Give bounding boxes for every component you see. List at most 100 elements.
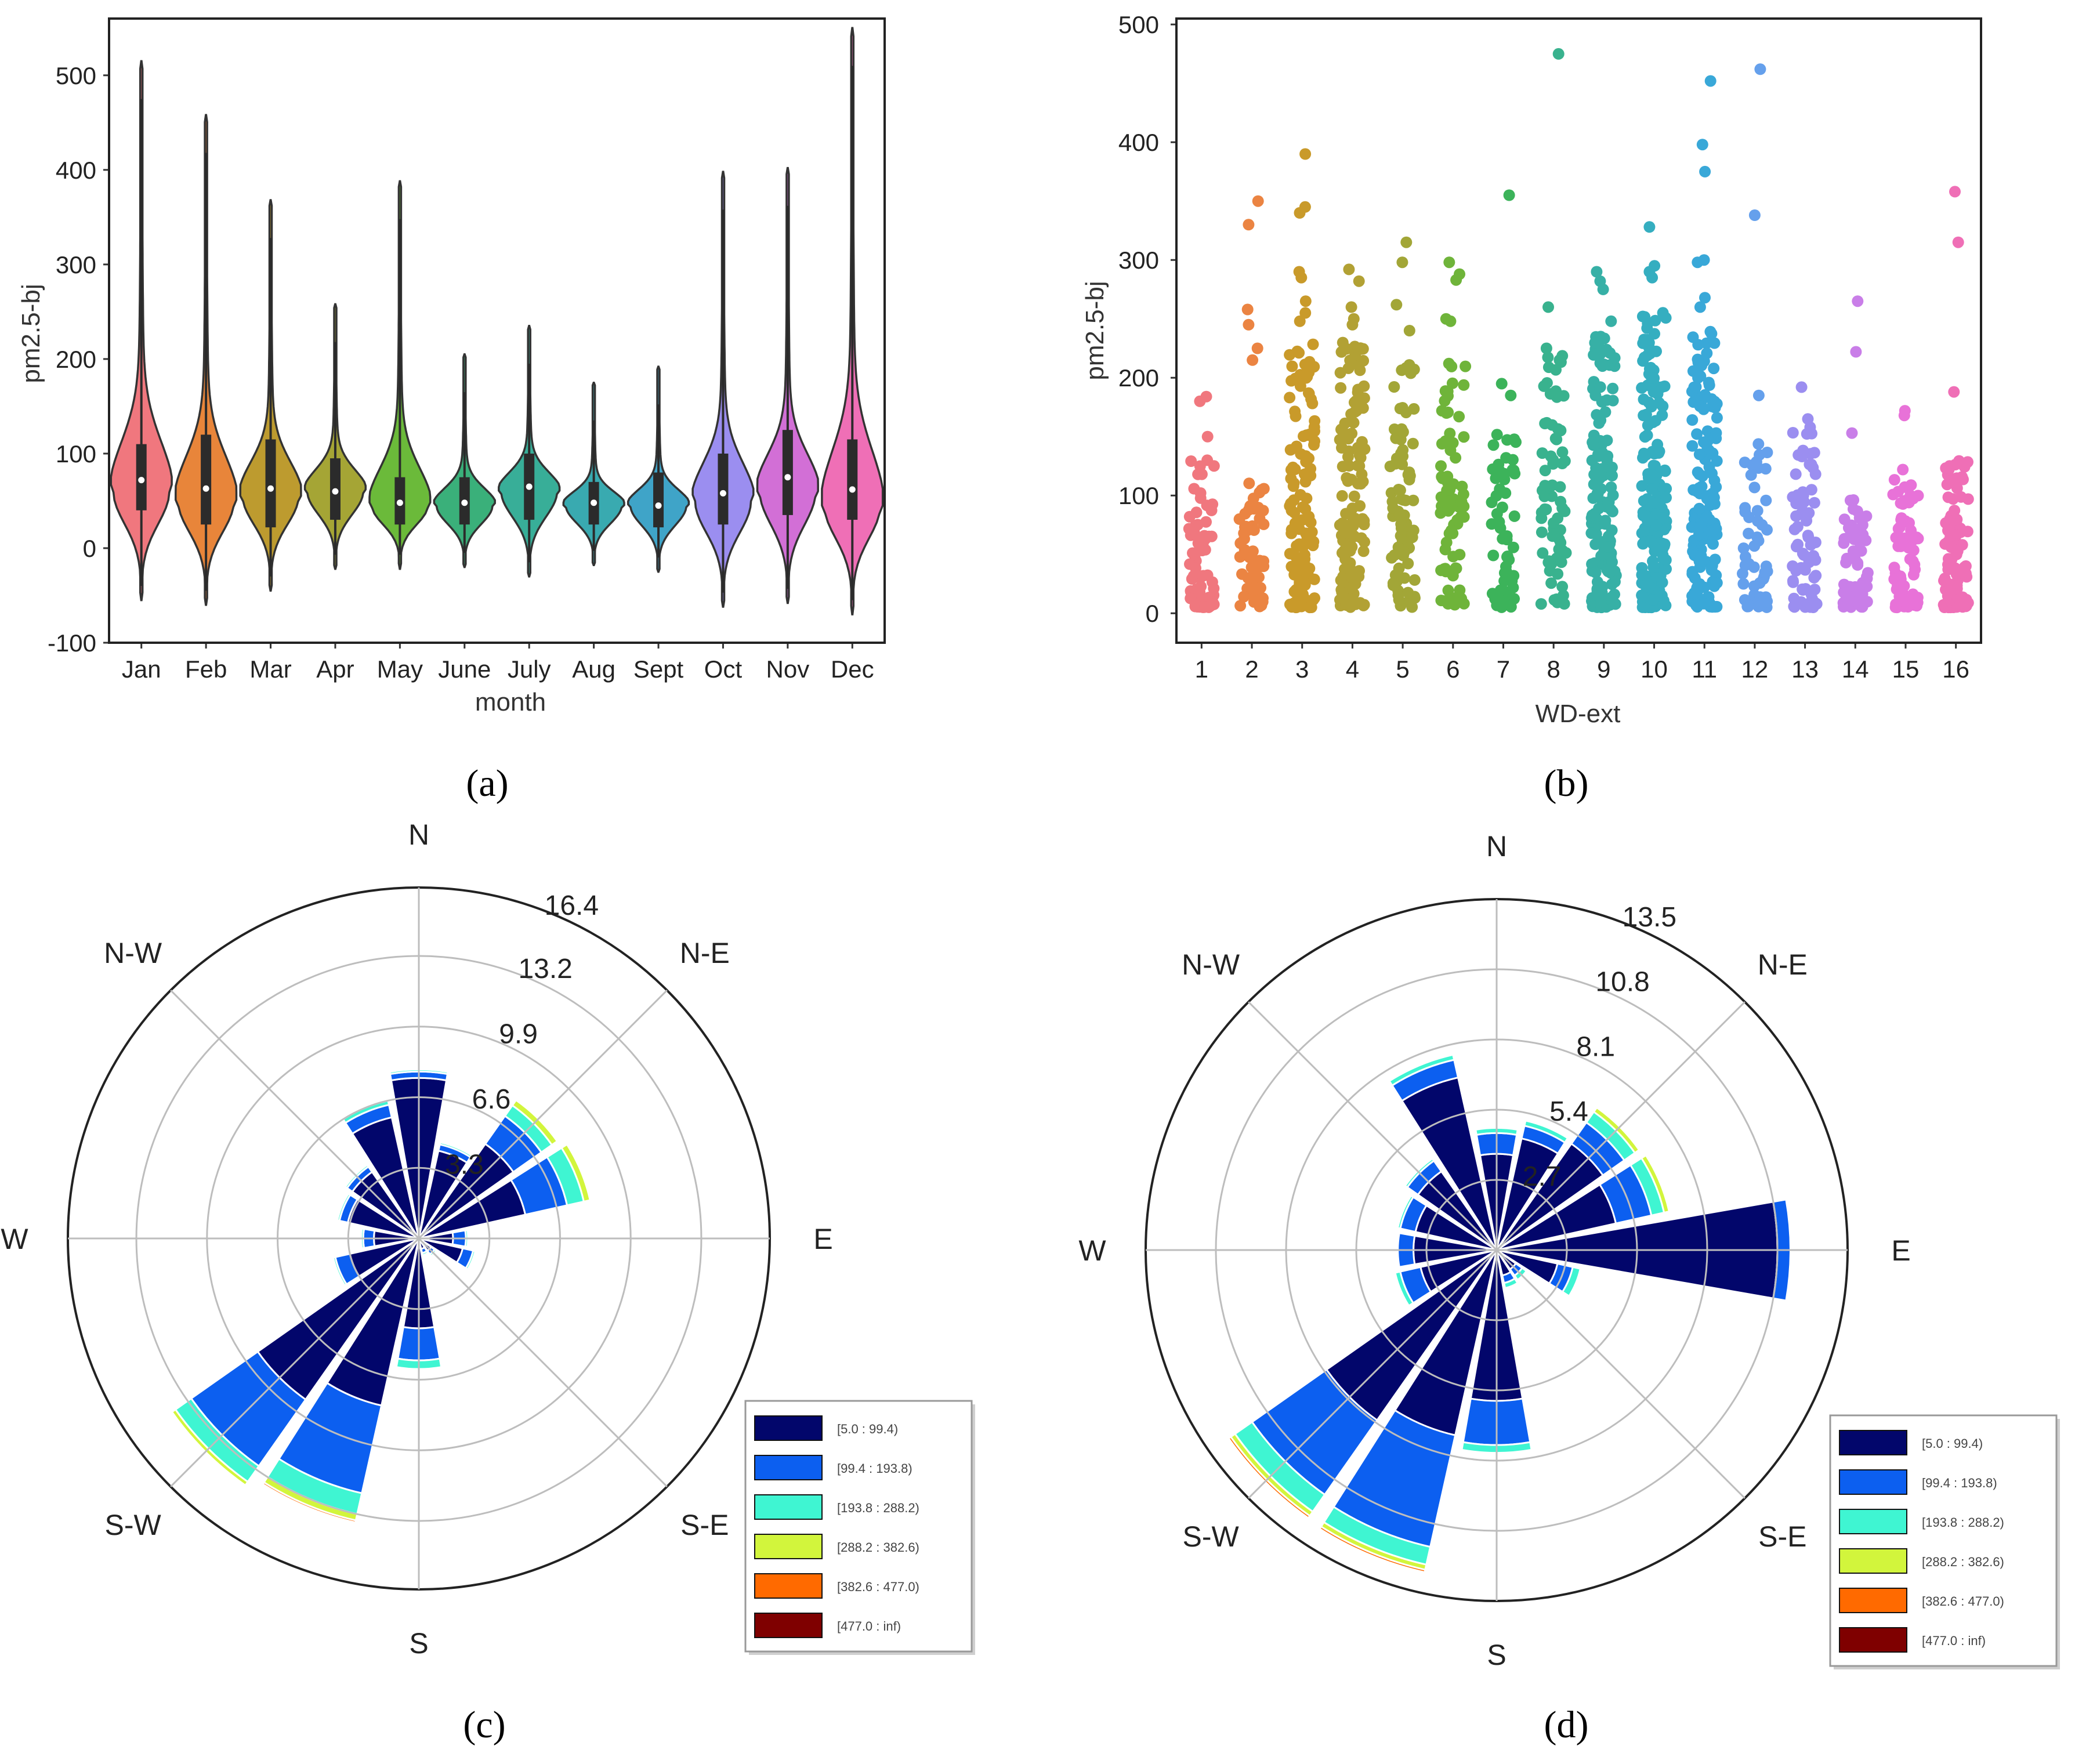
strip-outlier-point [1540,342,1552,354]
strip-outlier-point [1948,386,1960,398]
chart-b-xtick-label: 6 [1446,655,1460,683]
strip-point [1647,593,1658,606]
strip-point [1297,575,1309,587]
strip-point [1595,466,1607,479]
violin-median-dot [138,477,145,484]
strip-point [1501,530,1513,542]
strip-outlier-point [1542,301,1554,313]
strip-point [1357,354,1370,367]
strip-point [1853,535,1865,547]
strip-point [1950,529,1962,541]
strip-point [1345,473,1357,486]
strip-point [1705,328,1718,340]
strip-point [1508,510,1520,522]
strip-outlier-point [1243,219,1255,231]
strip-point [1606,505,1618,517]
rose-legend-swatch [1839,1588,1907,1613]
strip-point [1609,352,1621,364]
strip-point [1893,582,1906,594]
strip-point [1335,382,1347,394]
strip-outlier-point [1699,165,1711,178]
strip-point [1602,530,1614,542]
strip-point [1941,479,1953,491]
rose-sector-bar [262,1481,357,1524]
strip-point [1962,456,1973,468]
rose-legend-swatch [754,1455,823,1480]
strip-point [1797,486,1809,498]
strip-point [1446,360,1458,372]
rose-sector-bar [389,1068,449,1075]
rose-legend-box [1829,1414,2058,1667]
chart-b-xtick-label: 5 [1396,655,1409,683]
rose-direction-label: S-E [680,1509,729,1541]
strip-point [1703,379,1715,391]
chart-b-caption: (b) [1544,762,1589,805]
strip-point [1285,527,1298,539]
chart-b-xtick-label: 3 [1295,655,1309,683]
strip-outlier-point [1299,148,1312,160]
strip-point [1589,337,1601,349]
windrose-chart-d: 2.7 5.4 8.1 10.8 13.5 N N-E E S-E S S-W W N-W [5.0 : … [1078,830,2060,1746]
rose-direction-label: W [1078,1234,1106,1267]
strip-point [1591,576,1603,588]
strip-point [1545,577,1558,589]
strip-outlier-point [1503,189,1515,201]
strip-point [1238,591,1250,603]
strip-point [1486,588,1498,600]
strip-point [1603,541,1615,553]
strip-outlier-point [1390,299,1403,311]
strip-point [1595,596,1607,608]
rose-direction-label: N-E [680,937,730,969]
strip-point [1548,517,1559,529]
strip-point [1258,518,1270,530]
strip-point [1860,571,1873,583]
chart-b-xtick-label: 9 [1597,655,1610,683]
chart-a-xlabel: month [475,688,546,716]
strip-point [1239,533,1250,545]
strip-point [1350,405,1363,417]
rose-legend-label: [477.0 : inf) [1922,1633,1986,1648]
chart-b-xtick-label: 10 [1641,655,1668,683]
strip-point [1185,592,1197,604]
strip-point [1556,545,1569,557]
strip-outlier-point [1646,271,1658,284]
strip-point [1535,598,1547,610]
strip-point [1539,465,1551,477]
strip-point [1956,471,1968,483]
strip-point [1486,497,1498,508]
chart-a-ytick-label: 200 [56,346,96,373]
strip-point [1293,347,1305,359]
strip-outlier-point [1353,275,1365,287]
chart-a-caption: (a) [466,762,508,805]
strip-point [1698,597,1710,610]
strip-point [1694,521,1707,533]
strip-point [1405,367,1417,379]
strip-point [1552,423,1564,435]
strip-point [1243,477,1255,490]
strip-point [1756,519,1768,531]
strip-point [1895,570,1906,582]
rose-grid-spoke [170,1237,420,1487]
strip-point [1554,481,1566,493]
strip-point [1951,579,1963,592]
strip-point [1407,437,1419,450]
strip-point [1358,519,1370,531]
strip-point [1458,379,1470,391]
strip-point [1291,440,1303,452]
rose-legend-label: [382.6 : 477.0) [1922,1594,2004,1609]
strip-point [1357,545,1370,557]
chart-b-ytick-label: 500 [1118,11,1159,38]
strip-point [1536,447,1548,459]
strip-outlier-point [1247,354,1259,366]
strip-point [1285,473,1297,484]
chart-b-xtick-label: 14 [1842,655,1869,683]
strip-point [1303,510,1315,523]
strip-point [1444,428,1456,440]
chart-a-ytick-label: 300 [56,251,96,278]
strip-point [1748,540,1761,552]
chart-a-ytick-label: 400 [56,157,96,184]
strip-point [1345,509,1357,520]
strip-point [1787,427,1799,439]
strip-outlier-point [1795,381,1808,393]
